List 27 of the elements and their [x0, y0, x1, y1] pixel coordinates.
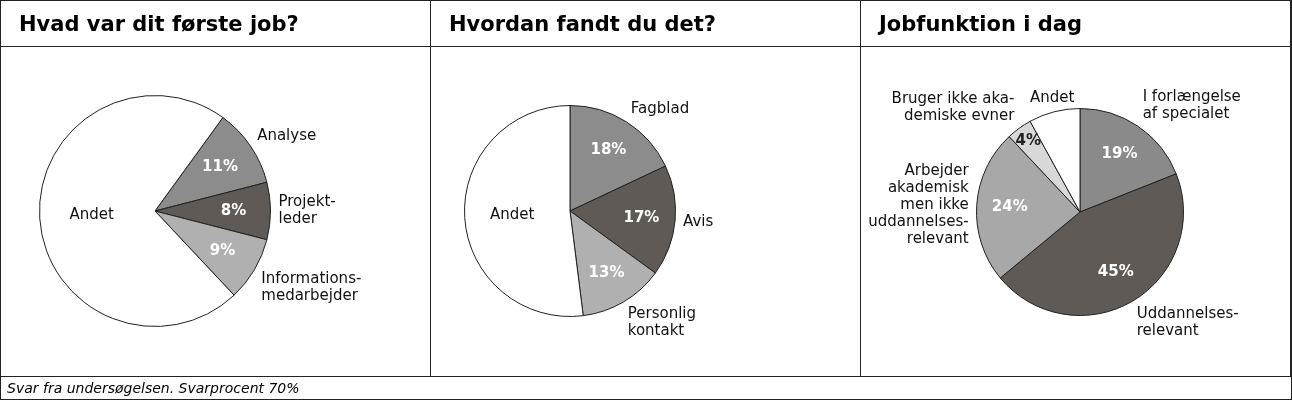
data-label: 19%	[1101, 143, 1138, 162]
slice-label: Bruger ikke aka- demiske evner	[891, 89, 1016, 125]
slice-label: Andet	[489, 204, 535, 223]
slice-label: Personlig kontakt	[627, 304, 697, 340]
slice-label: Fagblad	[630, 99, 690, 118]
slice-label: Informations- medarbejder	[261, 268, 362, 304]
slice-label: Avis	[683, 211, 714, 230]
data-label: 18%	[590, 140, 627, 159]
chart-title: Hvad var dit første job?	[1, 1, 430, 47]
chart-title: Hvordan fandt du det?	[431, 1, 860, 47]
slice-label: I forlængelse af specialet	[1142, 87, 1241, 123]
slice-label: Andet	[1030, 87, 1075, 106]
chart-title: Jobfunktion i dag	[861, 1, 1290, 47]
data-label: 9%	[209, 240, 236, 259]
slice-label: Analyse	[257, 126, 317, 145]
data-label: 11%	[202, 156, 238, 175]
data-label: 8%	[220, 200, 247, 219]
data-label: 13%	[588, 262, 625, 281]
text: Svar fra undersøgelsen. Svarprocent 70%	[1, 376, 1291, 399]
slice-label: Uddannelses- relevant	[1136, 303, 1239, 339]
data-label: 24%	[991, 197, 1028, 216]
slice-label: Arbejder akademisk men ikke uddannelses- relevant	[868, 160, 970, 247]
slice-label: Andet	[69, 204, 114, 223]
slice-label: Projekt- leder	[278, 192, 336, 228]
data-label: 4%	[1015, 130, 1042, 149]
data-label: 17%	[623, 207, 660, 226]
data-label: 45%	[1097, 262, 1134, 281]
